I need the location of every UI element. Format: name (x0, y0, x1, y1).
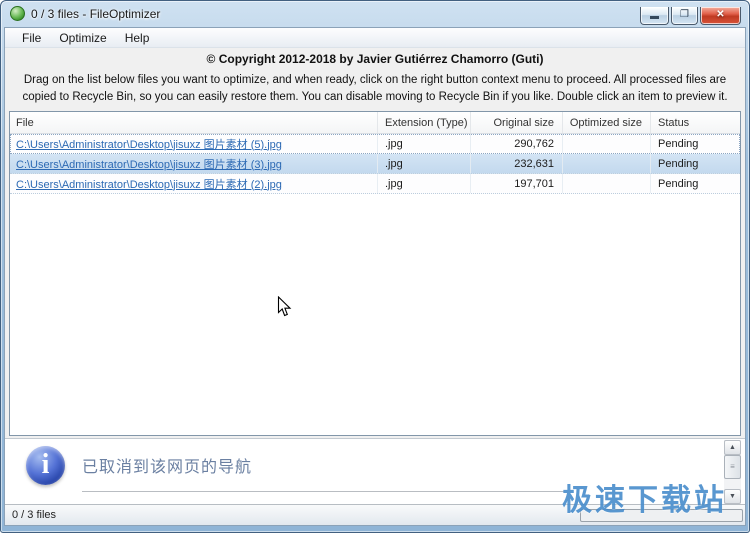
maximize-button[interactable]: ❐ (671, 7, 698, 25)
column-header-extension[interactable]: Extension (Type) (378, 112, 471, 133)
vertical-scrollbar[interactable]: ▲ ≡ ▼ (724, 440, 741, 504)
optimized-size-cell (563, 134, 651, 153)
original-size-cell: 232,631 (471, 154, 563, 173)
column-header-file[interactable]: File (10, 112, 378, 133)
menu-optimize[interactable]: Optimize (59, 30, 107, 45)
scroll-up-icon[interactable]: ▲ (724, 440, 741, 455)
close-icon: ✕ (716, 9, 725, 20)
app-icon (10, 6, 25, 21)
window-controls: ❐ ✕ (638, 7, 741, 25)
status-bar: 0 / 3 files (5, 504, 745, 525)
info-icon: i (26, 446, 65, 485)
scrollbar-thumb[interactable]: ≡ (724, 455, 741, 479)
minimize-icon (650, 16, 659, 19)
menu-file[interactable]: File (22, 30, 42, 45)
scroll-down-icon[interactable]: ▼ (724, 489, 741, 504)
table-row[interactable]: C:\Users\Administrator\Desktop\jisuxz 图片… (10, 174, 740, 194)
list-header: File Extension (Type) Original size Opti… (10, 112, 740, 134)
file-path-link[interactable]: C:\Users\Administrator\Desktop\jisuxz 图片… (16, 138, 282, 151)
column-header-status[interactable]: Status (658, 116, 690, 129)
divider (82, 491, 564, 492)
column-header-optimized-size[interactable]: Optimized size (563, 112, 651, 133)
optimized-size-cell (563, 154, 651, 173)
table-row[interactable]: C:\Users\Administrator\Desktop\jisuxz 图片… (10, 154, 740, 174)
title-bar[interactable]: 0 / 3 files - FileOptimizer ❐ ✕ (1, 1, 749, 27)
close-button[interactable]: ✕ (700, 7, 741, 25)
copyright-text: © Copyright 2012-2018 by Javier Gutiérre… (206, 52, 544, 66)
window-title: 0 / 3 files - FileOptimizer (31, 7, 161, 21)
status-bar-text: 0 / 3 files (12, 509, 57, 521)
minimize-button[interactable] (640, 7, 669, 25)
original-size-cell: 290,762 (471, 134, 563, 153)
menu-help[interactable]: Help (124, 30, 150, 45)
column-header-original-size[interactable]: Original size (471, 112, 563, 133)
extension-cell: .jpg (378, 134, 471, 153)
maximize-icon: ❐ (680, 9, 689, 20)
file-list[interactable]: File Extension (Type) Original size Opti… (9, 111, 741, 436)
optimized-size-cell (563, 174, 651, 193)
status-bar-right-panel (580, 509, 743, 522)
file-path-link[interactable]: C:\Users\Administrator\Desktop\jisuxz 图片… (16, 178, 282, 191)
status-cell: Pending (658, 137, 699, 150)
browser-notice-panel: i 已取消到该网页的导航 ▲ ≡ ▼ (5, 438, 745, 505)
table-row[interactable]: C:\Users\Administrator\Desktop\jisuxz 图片… (10, 134, 740, 154)
instructions-text: Drag on the list below files you want to… (22, 74, 728, 103)
client-area: File Optimize Help © Copyright 2012-2018… (4, 27, 746, 526)
original-size-cell: 197,701 (471, 174, 563, 193)
status-cell: Pending (658, 157, 699, 170)
notice-message: 已取消到该网页的导航 (82, 459, 253, 476)
menu-bar: File Optimize Help (5, 28, 745, 48)
file-path-link[interactable]: C:\Users\Administrator\Desktop\jisuxz 图片… (16, 158, 282, 171)
extension-cell: .jpg (378, 154, 471, 173)
status-cell: Pending (658, 177, 699, 190)
extension-cell: .jpg (378, 174, 471, 193)
